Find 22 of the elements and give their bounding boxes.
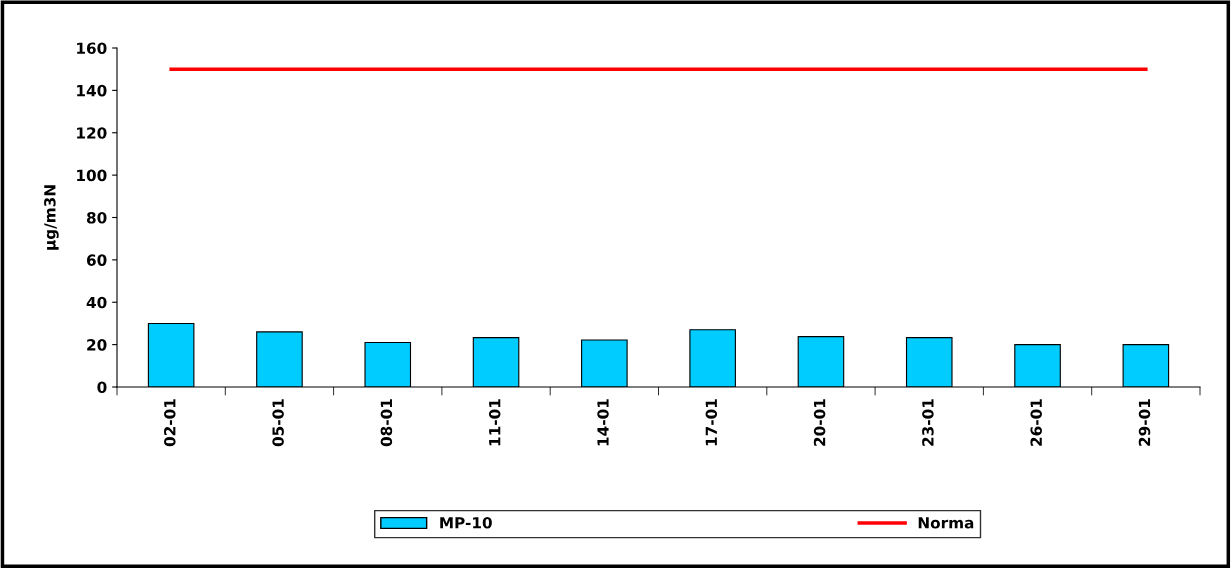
y-tick-label: 0 <box>97 381 107 394</box>
y-axis-title: µg/m3N <box>44 185 59 250</box>
x-tick-label: 20-01 <box>813 399 826 446</box>
legend-label: MP-10 <box>440 517 492 529</box>
x-tick-label: 11-01 <box>488 399 501 446</box>
y-tick-label: 40 <box>86 296 107 309</box>
y-tick-label: 80 <box>86 211 107 224</box>
x-tick-label: 14-01 <box>597 399 609 446</box>
y-tick-label: 100 <box>77 169 107 182</box>
y-tick-label: 60 <box>86 254 107 266</box>
legend-label: Norma <box>918 517 974 529</box>
x-tick-label: 23-01 <box>922 399 934 446</box>
x-tick-label: 02-01 <box>164 399 176 447</box>
y-tick-label: 160 <box>77 42 107 55</box>
x-tick-label: 17-01 <box>705 399 718 446</box>
x-tick-label: 05-01 <box>272 399 284 447</box>
y-tick-label: 120 <box>77 127 107 139</box>
x-tick-label: 26-01 <box>1030 399 1042 446</box>
y-tick-label: 140 <box>77 84 107 97</box>
x-tick-label: 29-01 <box>1138 399 1151 446</box>
x-tick-label: 08-01 <box>380 399 393 447</box>
y-tick-label: 20 <box>87 339 107 351</box>
